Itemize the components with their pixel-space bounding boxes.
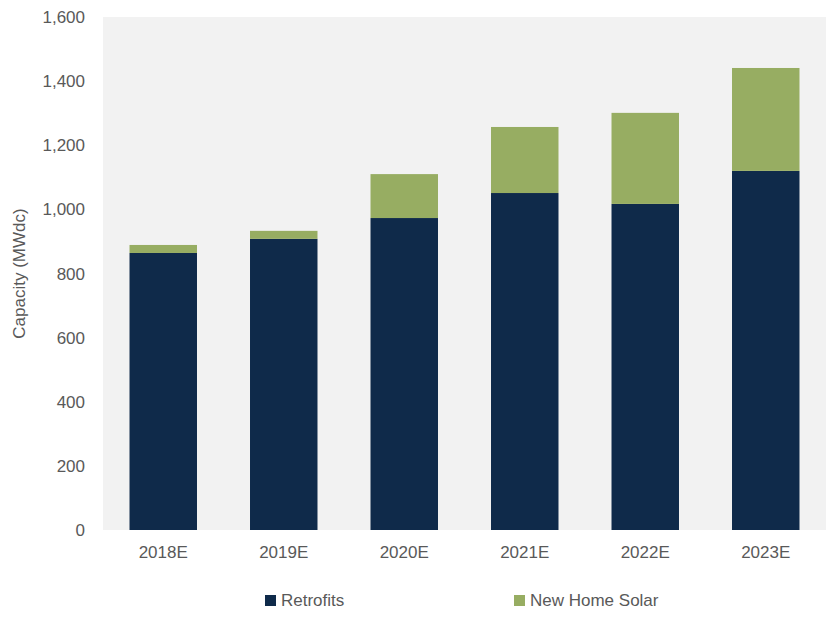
bar: [130, 245, 197, 253]
y-tick-label: 1,000: [42, 200, 85, 219]
y-tick: [99, 81, 103, 82]
y-tick-label: 1,400: [42, 72, 85, 91]
y-tick: [99, 145, 103, 146]
x-tick-label: 2021E: [500, 543, 549, 562]
y-tick-label: 1,600: [42, 8, 85, 27]
x-tick-label: 2018E: [139, 543, 188, 562]
bar: [371, 218, 438, 530]
y-tick-label: 800: [57, 265, 85, 284]
y-tick: [99, 530, 103, 531]
legend-label: New Home Solar: [530, 591, 659, 610]
y-tick-label: 400: [57, 393, 85, 412]
bars: [130, 68, 800, 530]
bar: [491, 127, 558, 193]
x-tick-label: 2022E: [621, 543, 670, 562]
plot-background: [103, 17, 826, 530]
chart-svg: 0 200 400 600 800 1,000 1,200 1,400 1,600 Capacit…: [0, 0, 830, 626]
bar: [130, 253, 197, 530]
y-tick-label: 1,200: [42, 136, 85, 155]
bar: [612, 113, 679, 204]
y-tick: [99, 273, 103, 274]
y-tick-label: 600: [57, 329, 85, 348]
x-tick-label: 2020E: [380, 543, 429, 562]
bar: [612, 204, 679, 530]
y-tick: [99, 401, 103, 402]
x-tick-label: 2023E: [741, 543, 790, 562]
y-axis-label: Capacity (MWdc): [10, 208, 29, 338]
y-tick: [99, 17, 103, 18]
legend-label: Retrofits: [281, 591, 344, 610]
y-tick-label: 0: [76, 521, 85, 540]
legend-swatch: [265, 595, 276, 606]
bar: [250, 231, 317, 239]
legend-swatch: [514, 595, 525, 606]
bar: [371, 174, 438, 218]
bar: [491, 193, 558, 530]
y-tick: [99, 337, 103, 338]
chart-container: 0 200 400 600 800 1,000 1,200 1,400 1,600 Capacit…: [0, 0, 830, 626]
y-tick: [99, 209, 103, 210]
bar: [250, 239, 317, 530]
bar: [732, 171, 799, 530]
y-tick-label: 200: [57, 457, 85, 476]
bar: [732, 68, 799, 171]
y-tick: [99, 465, 103, 466]
x-tick-label: 2019E: [259, 543, 308, 562]
